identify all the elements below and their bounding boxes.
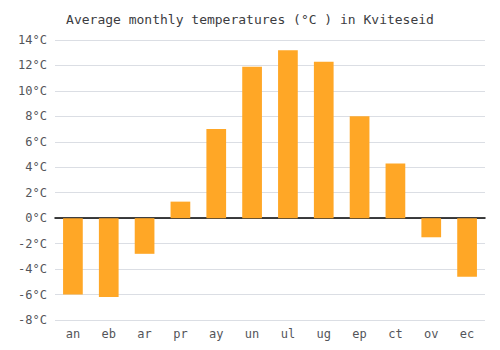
- svg-text:ov: ov: [424, 327, 438, 341]
- svg-text:-4°C: -4°C: [18, 262, 47, 276]
- svg-text:ul: ul: [281, 327, 295, 341]
- svg-text:14°C: 14°C: [18, 33, 47, 47]
- svg-text:pr: pr: [173, 327, 187, 341]
- svg-text:-2°C: -2°C: [18, 237, 47, 251]
- svg-text:10°C: 10°C: [18, 84, 47, 98]
- svg-text:an: an: [66, 327, 80, 341]
- svg-text:ay: ay: [209, 327, 223, 341]
- svg-text:eb: eb: [102, 327, 116, 341]
- svg-text:ct: ct: [388, 327, 402, 341]
- svg-text:ep: ep: [352, 327, 366, 341]
- svg-text:un: un: [245, 327, 259, 341]
- svg-text:ar: ar: [137, 327, 151, 341]
- svg-text:6°C: 6°C: [25, 135, 47, 149]
- svg-text:4°C: 4°C: [25, 160, 47, 174]
- svg-text:8°C: 8°C: [25, 109, 47, 123]
- svg-text:-8°C: -8°C: [18, 313, 47, 327]
- svg-text:2°C: 2°C: [25, 186, 47, 200]
- svg-text:ec: ec: [460, 327, 474, 341]
- svg-text:ug: ug: [317, 327, 331, 341]
- svg-text:0°C: 0°C: [25, 211, 47, 225]
- svg-text:-6°C: -6°C: [18, 288, 47, 302]
- svg-text:12°C: 12°C: [18, 58, 47, 72]
- svg-text:Average monthly temperatures (: Average monthly temperatures (°C ) in Kv…: [66, 12, 434, 27]
